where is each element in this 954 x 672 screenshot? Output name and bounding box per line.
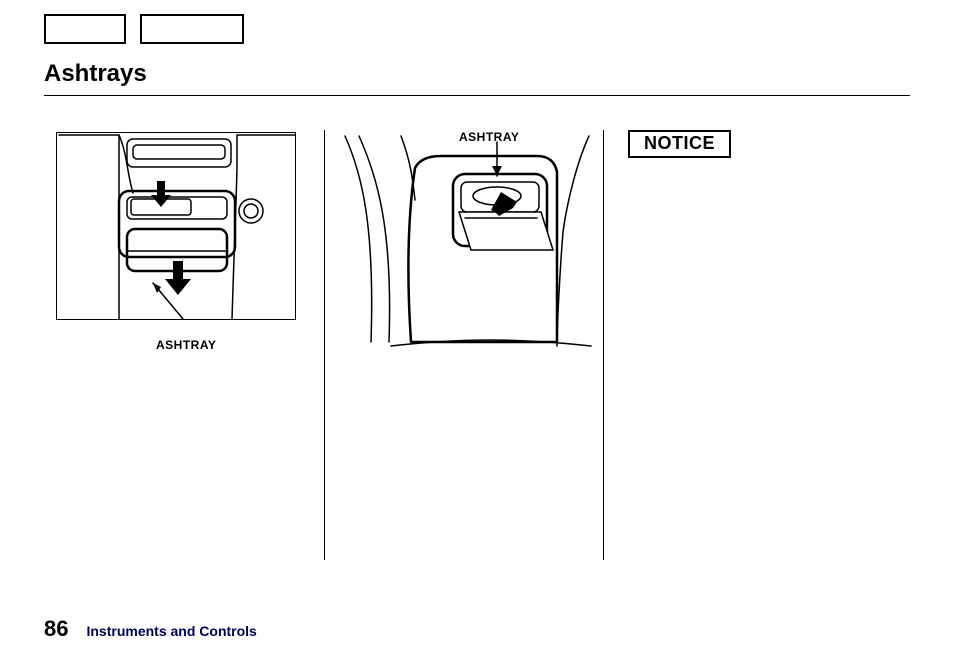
column-2: ASHTRAY	[324, 130, 604, 560]
page-title: Ashtrays	[44, 60, 910, 93]
page-footer: 86 Instruments and Controls	[44, 616, 257, 642]
header-blank-boxes	[44, 14, 244, 44]
title-row: Ashtrays	[44, 60, 910, 96]
page-number: 86	[44, 616, 68, 642]
figure-1-label: ASHTRAY	[156, 338, 216, 352]
header-box-1	[44, 14, 126, 44]
column-3: NOTICE	[604, 130, 910, 560]
notice-box: NOTICE	[628, 130, 731, 158]
figure-1-illustration	[56, 132, 296, 320]
figure-2: ASHTRAY	[325, 132, 603, 350]
notice-label: NOTICE	[644, 133, 715, 153]
header-box-2	[140, 14, 244, 44]
figure-2-illustration	[341, 132, 593, 350]
title-underline	[44, 95, 910, 96]
content-columns: ASHTRAY ASHTRAY	[56, 130, 910, 560]
column-1: ASHTRAY	[56, 130, 324, 560]
figure-1: ASHTRAY	[56, 132, 324, 320]
section-name: Instruments and Controls	[86, 623, 256, 639]
